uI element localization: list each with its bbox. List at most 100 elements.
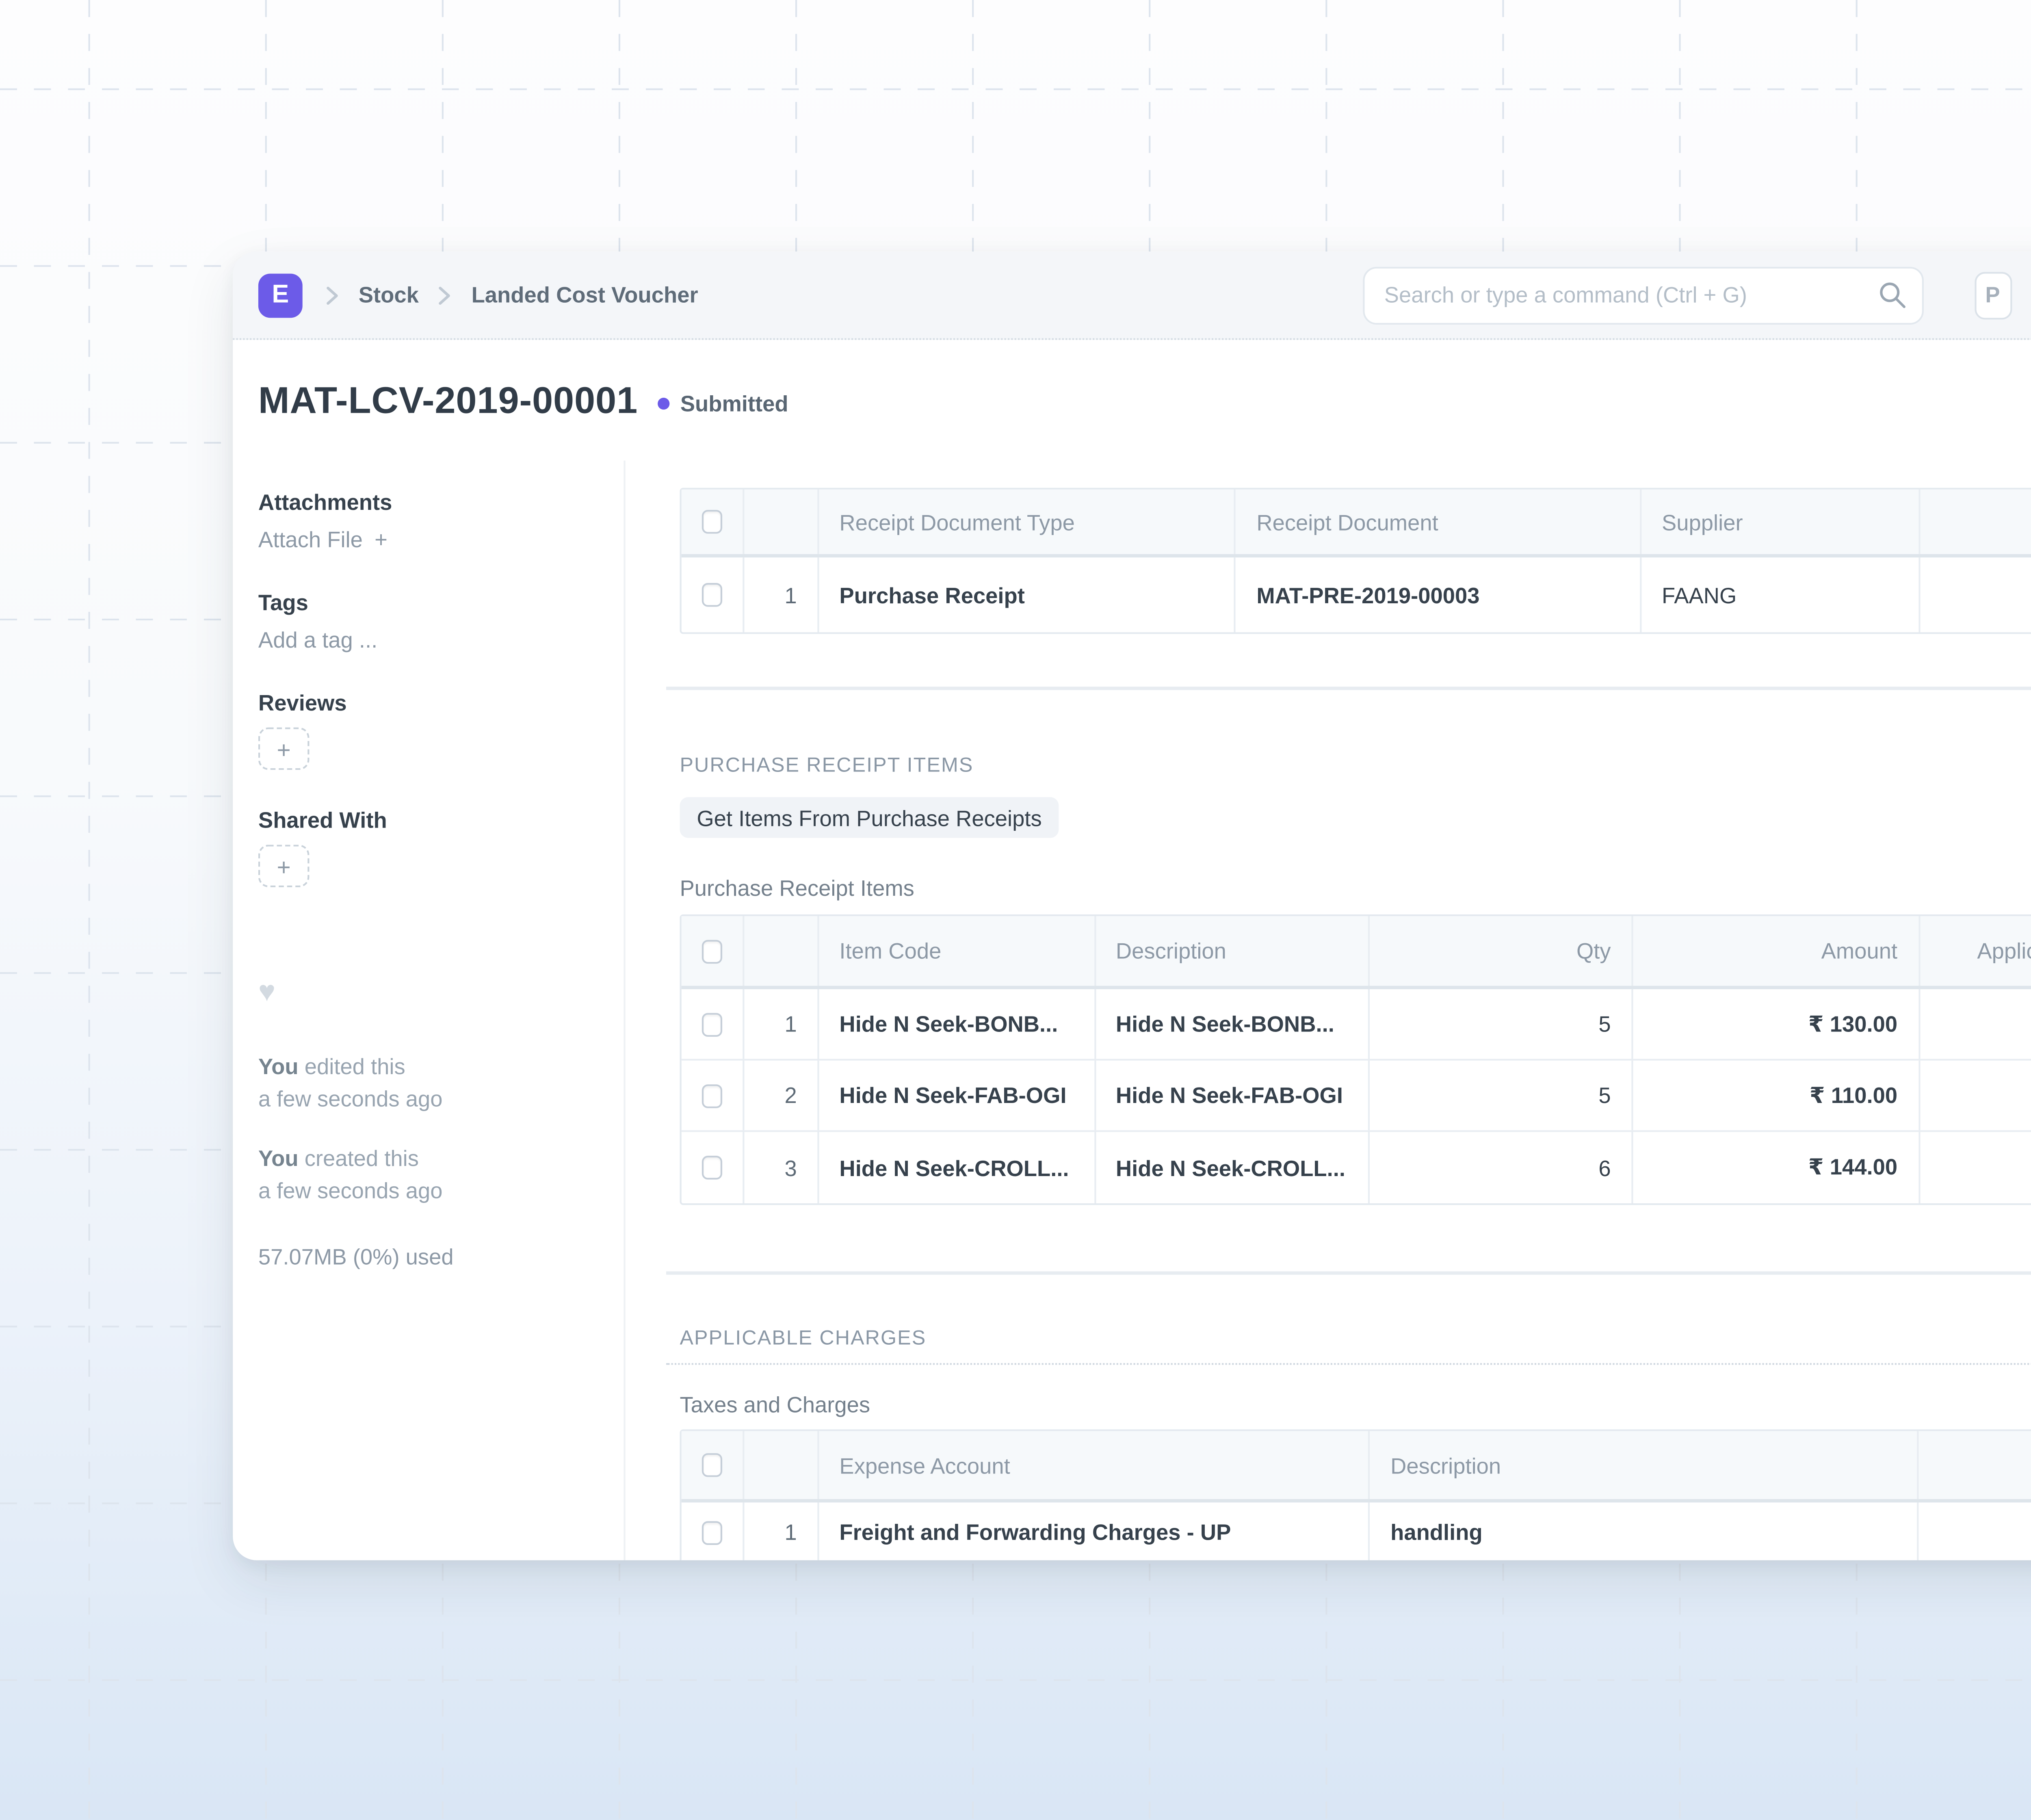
- section-title-applicable-charges: APPLICABLE CHARGES: [680, 1326, 927, 1350]
- page-head: MAT-LCV-2019-00001 Submitted Menu Cancel: [233, 340, 2031, 461]
- col-header-supplier[interactable]: Supplier: [1641, 489, 1920, 554]
- form-main: Receipt Document Type Receipt Document S…: [626, 461, 2031, 1560]
- row-checkbox[interactable]: [702, 583, 722, 607]
- table-row[interactable]: 1 Purchase Receipt MAT-PRE-2019-00003 FA…: [682, 557, 2031, 633]
- table-header-row: Receipt Document Type Receipt Document S…: [681, 489, 2031, 558]
- activity-created: You created this a few seconds ago: [258, 1142, 593, 1207]
- col-header-description[interactable]: Description: [1096, 916, 1370, 986]
- col-header-applicable-charges[interactable]: Applicable Charges: [1919, 916, 2031, 986]
- description-cell[interactable]: Hide N Seek-BONB...: [1096, 989, 1370, 1059]
- col-header-receipt-document[interactable]: Receipt Document: [1236, 489, 1641, 554]
- table-row[interactable]: 1 Freight and Forwarding Charges - UP ha…: [682, 1502, 2031, 1560]
- breadcrumb-stock[interactable]: Stock: [358, 282, 419, 308]
- row-checkbox[interactable]: [702, 1520, 722, 1544]
- description-cell[interactable]: handling: [1370, 1502, 1920, 1560]
- expense-account-cell[interactable]: Freight and Forwarding Charges - UP: [819, 1502, 1370, 1560]
- breadcrumb-landed-cost-voucher[interactable]: Landed Cost Voucher: [471, 282, 698, 308]
- add-review-button[interactable]: +: [258, 727, 310, 770]
- col-header-grand-total[interactable]: Grand Total: [1919, 490, 2031, 554]
- amount-cell[interactable]: ₹ 130.00: [1633, 989, 1920, 1059]
- activity-time: a few seconds ago: [258, 1178, 443, 1204]
- qty-cell[interactable]: 5: [1370, 989, 1633, 1059]
- qty-cell[interactable]: 6: [1370, 1132, 1633, 1204]
- add-tag-button[interactable]: Add a tag ...: [258, 627, 378, 653]
- activity-edited: You edited this a few seconds ago: [258, 1051, 593, 1115]
- receipt-document-type-cell[interactable]: Purchase Receipt: [819, 557, 1236, 633]
- breadcrumb-chevron-icon: [327, 286, 338, 304]
- activity-actor: You: [258, 1053, 299, 1079]
- page-title: MAT-LCV-2019-00001: [258, 378, 638, 421]
- supplier-cell[interactable]: FAANG: [1641, 557, 1920, 633]
- form-sidebar: Attachments Attach File + Tags Add a tag…: [233, 460, 626, 1560]
- get-items-button[interactable]: Get Items From Purchase Receipts: [680, 797, 1059, 838]
- description-cell[interactable]: Hide N Seek-FAB-OGI: [1096, 1060, 1370, 1131]
- grid-label-purchase-receipt-items: Purchase Receipt Items: [680, 875, 914, 901]
- purchase-receipt-items-table: Item Code Description Qty Amount Applica…: [680, 914, 2031, 1205]
- row-index: 1: [744, 1502, 819, 1560]
- tags-section: Tags Add a tag ...: [258, 590, 593, 653]
- reviews-label: Reviews: [258, 690, 347, 716]
- description-cell[interactable]: Hide N Seek-CROLL...: [1096, 1132, 1370, 1204]
- qty-cell[interactable]: 5: [1370, 1060, 1633, 1131]
- reviews-section: Reviews +: [258, 690, 593, 770]
- col-header-amount[interactable]: Amount: [1633, 916, 1920, 986]
- table-header-row: Item Code Description Qty Amount Applica…: [681, 916, 2031, 989]
- row-index: 3: [744, 1132, 819, 1204]
- applicable-charges-cell[interactable]: ₹ 8.75: [1919, 989, 2031, 1059]
- table-header-row: Expense Account Description Amount: [681, 1431, 2031, 1503]
- attachments-label: Attachments: [258, 489, 392, 515]
- search-icon[interactable]: [1877, 280, 1906, 308]
- section-divider: [666, 687, 2031, 690]
- col-header-amount[interactable]: Amount: [1919, 1431, 2031, 1499]
- like-heart-icon[interactable]: ♥: [258, 975, 276, 1008]
- status-badge: Submitted: [658, 391, 788, 416]
- col-header-item-code[interactable]: Item Code: [819, 916, 1096, 986]
- item-code-cell[interactable]: Hide N Seek-CROLL...: [819, 1132, 1096, 1204]
- applicable-charges-cell[interactable]: ₹ 8.75: [1919, 1061, 2031, 1131]
- row-index: 1: [744, 557, 819, 633]
- grand-total-cell[interactable]: ₹ 384.00: [1919, 557, 2031, 632]
- app-logo[interactable]: E: [258, 273, 303, 317]
- search-input[interactable]: [1362, 266, 1923, 324]
- row-checkbox[interactable]: [702, 1155, 722, 1180]
- grid-label-taxes-and-charges: Taxes and Charges: [680, 1392, 870, 1418]
- amount-cell[interactable]: ₹ 28.00: [1919, 1502, 2031, 1560]
- page-body: Attachments Attach File + Tags Add a tag…: [233, 460, 2031, 1560]
- table-row[interactable]: 1 Hide N Seek-BONB... Hide N Seek-BONB..…: [681, 989, 2031, 1061]
- breadcrumb: Stock Landed Cost Voucher: [323, 282, 698, 308]
- status-text: Submitted: [680, 391, 788, 417]
- attachments-section: Attachments Attach File +: [258, 490, 593, 552]
- status-dot: [658, 397, 670, 410]
- table-row[interactable]: 2 Hide N Seek-FAB-OGI Hide N Seek-FAB-OG…: [681, 1060, 2031, 1132]
- activity-action: created this: [298, 1145, 419, 1171]
- app-window: E Stock Landed Cost Voucher P Settings: [233, 251, 2031, 1560]
- col-header-expense-account[interactable]: Expense Account: [819, 1431, 1370, 1499]
- section-title-purchase-receipt-items: PURCHASE RECEIPT ITEMS: [680, 753, 974, 777]
- navbar: E Stock Landed Cost Voucher P Settings: [233, 251, 2031, 340]
- item-code-cell[interactable]: Hide N Seek-FAB-OGI: [819, 1060, 1096, 1131]
- select-all-checkbox[interactable]: [702, 939, 722, 963]
- amount-cell[interactable]: ₹ 110.00: [1633, 1060, 1920, 1131]
- user-avatar[interactable]: P: [1974, 271, 2012, 319]
- shared-with-section: Shared With +: [258, 807, 593, 887]
- col-header-qty[interactable]: Qty: [1370, 916, 1633, 986]
- share-button[interactable]: +: [258, 845, 310, 887]
- attach-file-button[interactable]: Attach File +: [258, 527, 593, 552]
- receipt-document-cell[interactable]: MAT-PRE-2019-00003: [1236, 557, 1641, 633]
- tags-label: Tags: [258, 589, 308, 615]
- col-header-description[interactable]: Description: [1370, 1431, 1920, 1499]
- select-all-checkbox[interactable]: [702, 510, 722, 534]
- applicable-charges-cell[interactable]: ₹ 10.50: [1919, 1132, 2031, 1203]
- amount-cell[interactable]: ₹ 144.00: [1633, 1132, 1920, 1204]
- select-all-checkbox[interactable]: [702, 1453, 722, 1477]
- row-index: 2: [744, 1060, 819, 1131]
- item-code-cell[interactable]: Hide N Seek-BONB...: [819, 989, 1096, 1059]
- global-search: [1362, 266, 1923, 324]
- row-checkbox[interactable]: [702, 1083, 722, 1107]
- table-row[interactable]: 3 Hide N Seek-CROLL... Hide N Seek-CROLL…: [682, 1132, 2031, 1204]
- row-checkbox[interactable]: [702, 1012, 722, 1036]
- col-header-receipt-document-type[interactable]: Receipt Document Type: [819, 489, 1236, 554]
- taxes-and-charges-table: Expense Account Description Amount 1 Fre…: [680, 1429, 2031, 1560]
- receipt-documents-table: Receipt Document Type Receipt Document S…: [680, 488, 2031, 634]
